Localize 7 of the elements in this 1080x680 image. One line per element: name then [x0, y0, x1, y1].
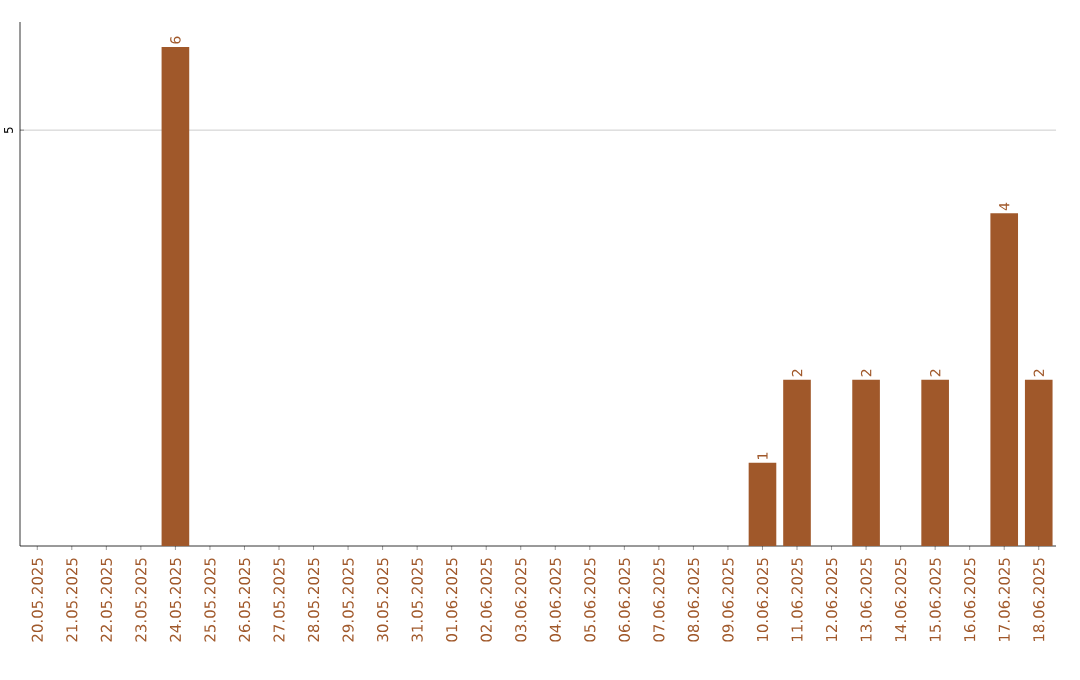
bar [921, 379, 949, 546]
bar [783, 379, 811, 546]
bar [1024, 379, 1053, 546]
bar [990, 213, 1019, 546]
bar [852, 379, 880, 546]
bar [161, 46, 190, 546]
bar [748, 462, 777, 546]
